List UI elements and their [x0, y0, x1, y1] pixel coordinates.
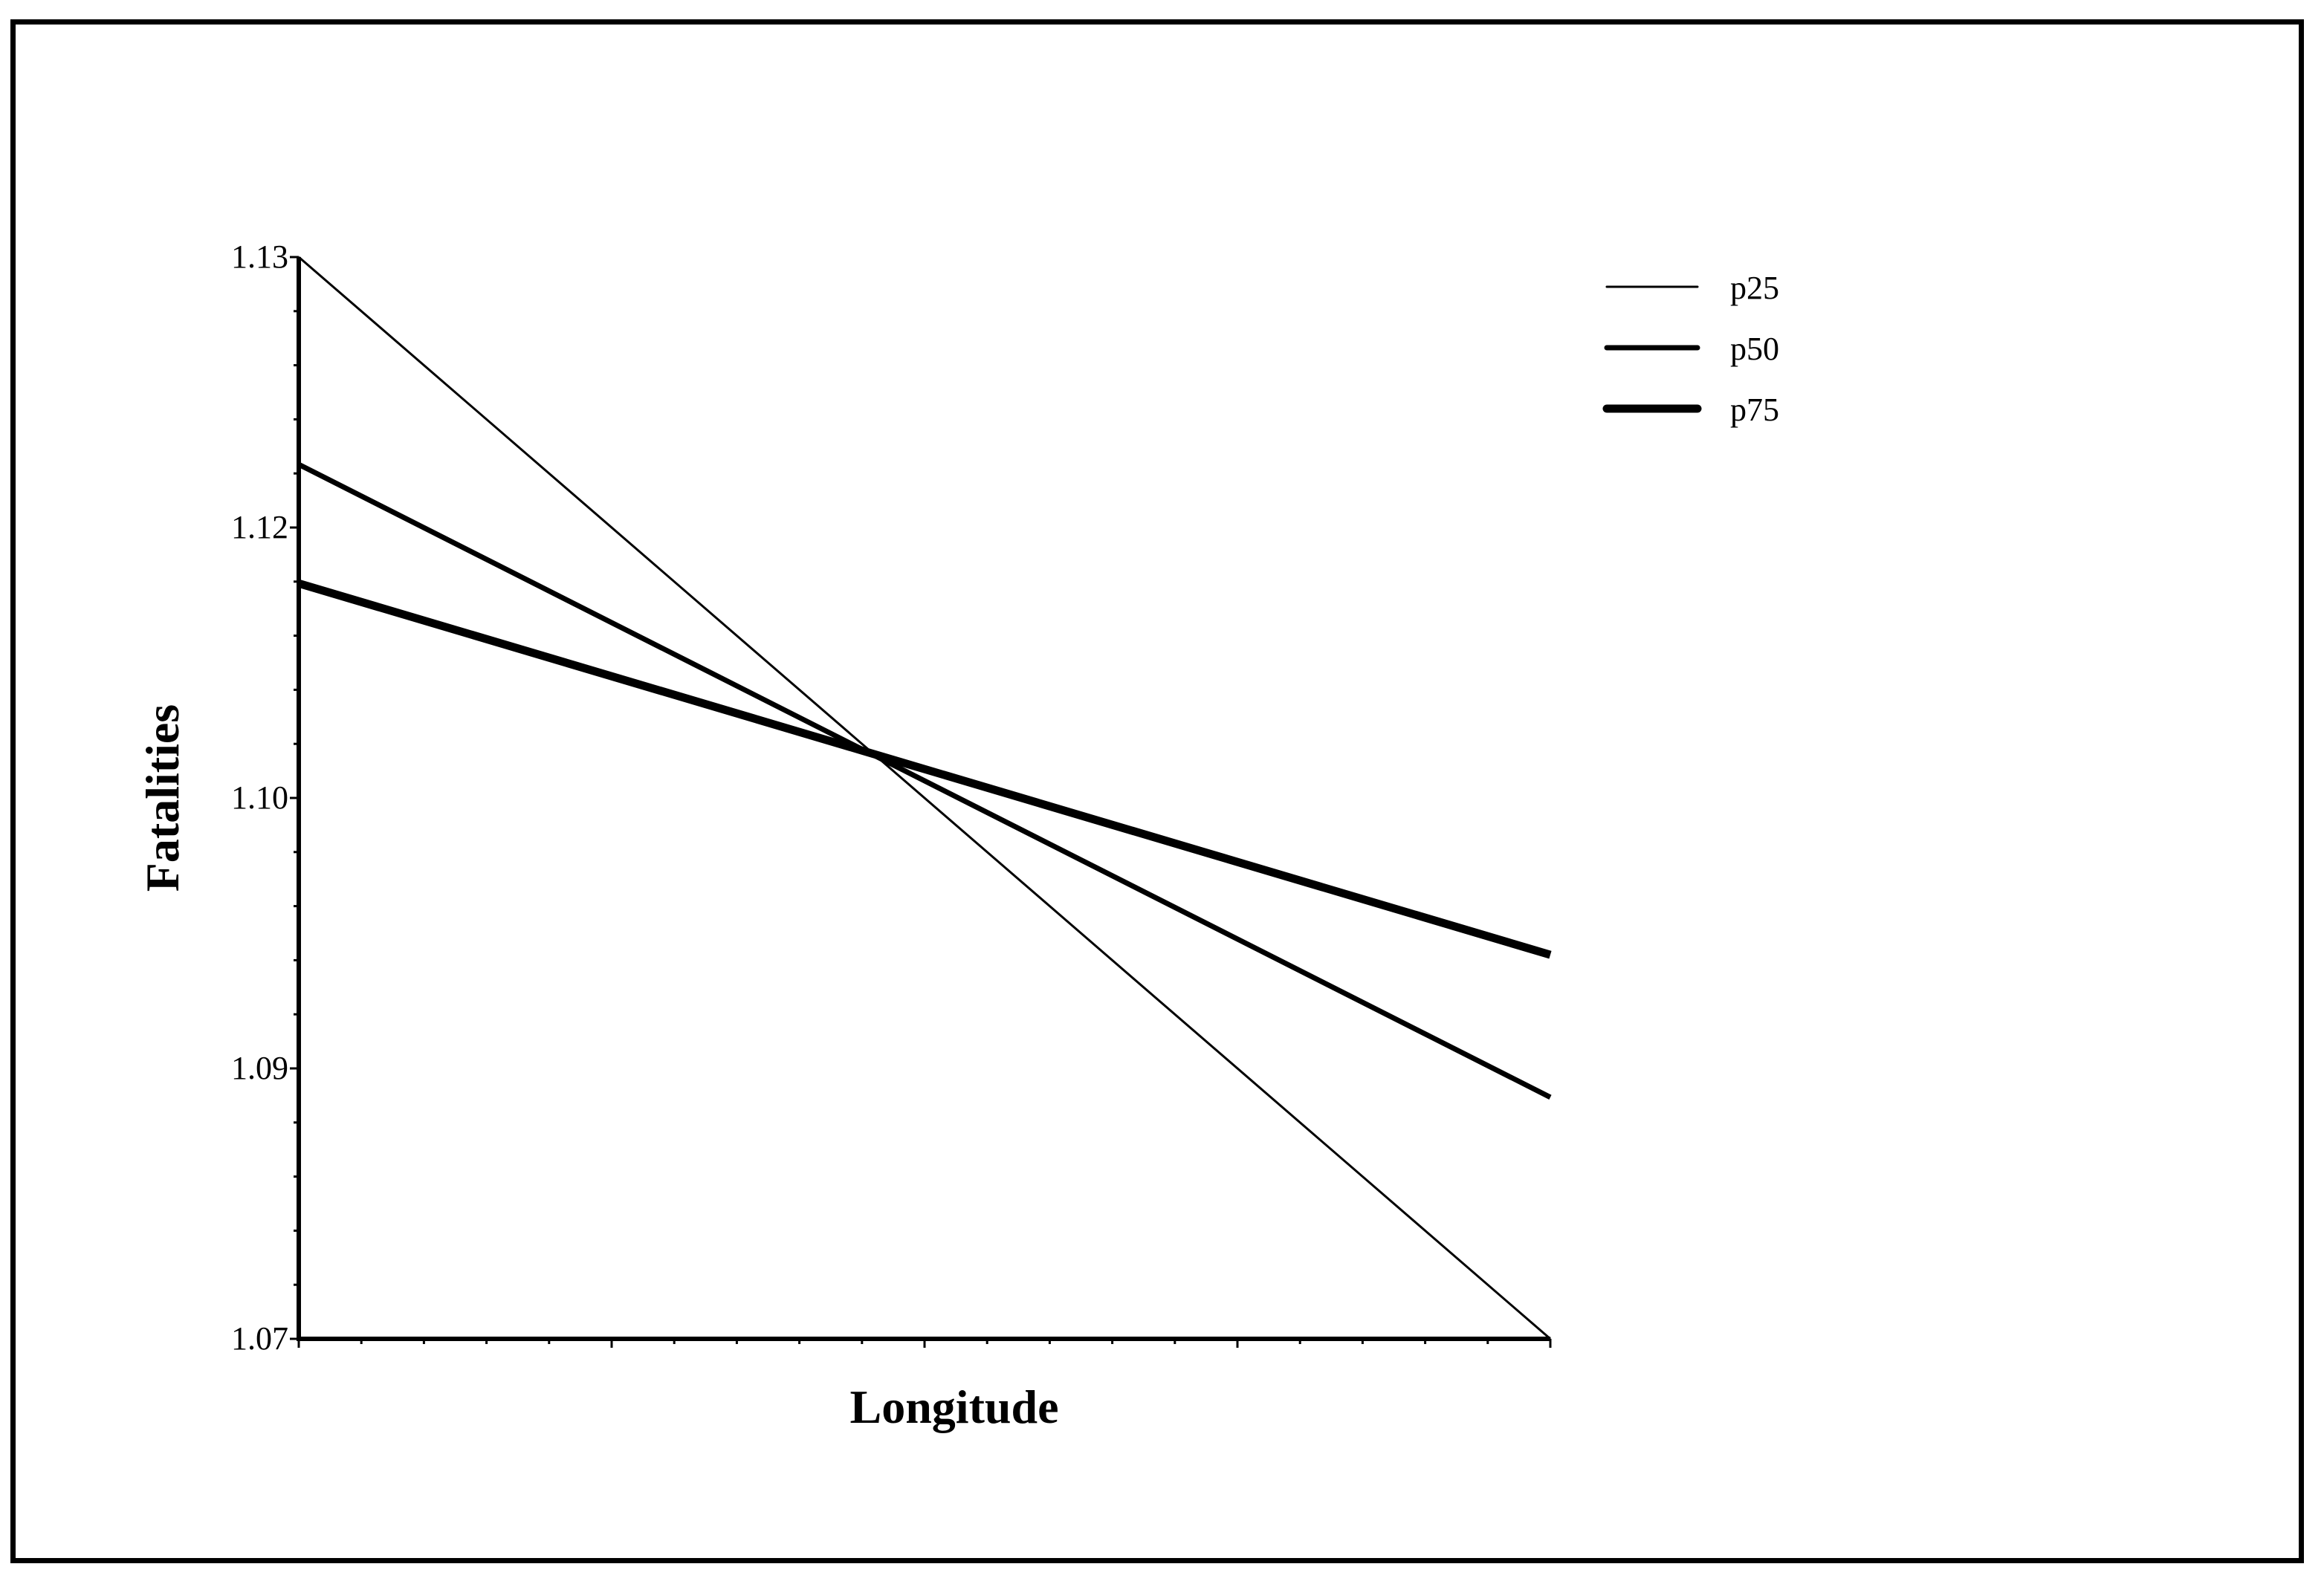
series-line-p75: [297, 579, 1552, 959]
legend-label-p50: p50: [1730, 331, 1779, 367]
y-tick-label: 1.13: [231, 238, 288, 275]
chart-frame: [10, 19, 2304, 1563]
legend-label-p75: p75: [1730, 392, 1779, 428]
y-axis-label: Fatalities: [136, 704, 189, 892]
series-line-p25: [298, 256, 1551, 1340]
y-tick-label: 1.10: [231, 779, 288, 816]
y-tick-label: 1.07: [231, 1320, 288, 1357]
legend-label-p25: p25: [1730, 270, 1779, 306]
y-tick-label: 1.09: [231, 1050, 288, 1086]
series-line-p50: [297, 461, 1552, 1100]
x-axis-label: Longitude: [850, 1380, 1059, 1433]
series-lines: [297, 256, 1552, 1340]
y-tick-label: 1.12: [231, 509, 288, 545]
legend: p25 p50 p75: [1602, 270, 1779, 428]
axes: 1.13 1.12 1.10 1.09 1.07: [231, 238, 1552, 1357]
